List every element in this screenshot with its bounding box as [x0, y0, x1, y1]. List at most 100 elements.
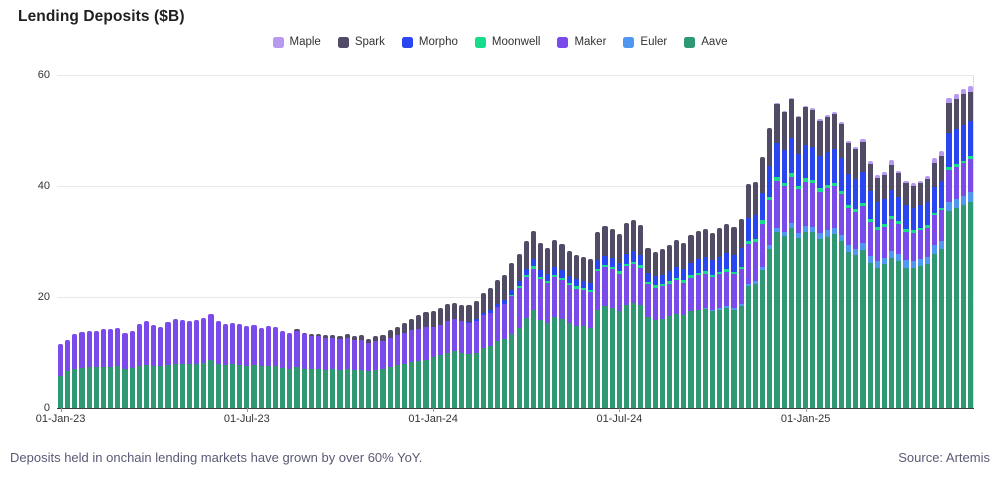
bar-week-57[interactable] [466, 304, 472, 408]
bar-week-50[interactable] [416, 315, 422, 408]
bar-week-54[interactable] [444, 304, 451, 408]
bar-week-45[interactable] [380, 334, 386, 408]
bar-week-0[interactable] [58, 344, 64, 408]
bar-week-121[interactable] [924, 176, 930, 408]
bar-week-120[interactable] [917, 180, 923, 408]
bar-week-71[interactable] [566, 250, 572, 408]
bar-week-34[interactable] [301, 332, 307, 408]
bar-week-119[interactable] [910, 183, 916, 408]
bar-week-35[interactable] [308, 334, 314, 408]
bar-week-72[interactable] [573, 254, 579, 408]
bar-week-76[interactable] [602, 226, 608, 408]
bar-week-47[interactable] [394, 327, 400, 408]
bar-week-98[interactable] [760, 157, 766, 408]
bar-week-14[interactable] [158, 326, 164, 408]
bar-week-22[interactable] [215, 321, 221, 408]
bar-week-85[interactable] [666, 245, 673, 408]
bar-week-37[interactable] [323, 335, 329, 408]
bar-week-60[interactable] [487, 287, 493, 408]
bar-week-124[interactable] [946, 97, 952, 408]
bar-week-113[interactable] [867, 161, 873, 408]
bar-week-3[interactable] [79, 331, 85, 408]
bar-week-11[interactable] [136, 323, 142, 408]
bar-week-68[interactable] [545, 247, 551, 408]
bar-week-56[interactable] [459, 305, 465, 408]
legend-item-spark[interactable]: Spark [337, 36, 385, 48]
bar-week-70[interactable] [559, 243, 565, 408]
bar-week-42[interactable] [358, 335, 365, 408]
bar-week-59[interactable] [480, 293, 486, 408]
bar-week-9[interactable] [122, 333, 128, 408]
bar-week-41[interactable] [351, 336, 357, 408]
bar-week-5[interactable] [93, 330, 99, 408]
bar-week-4[interactable] [86, 331, 92, 408]
bar-week-93[interactable] [724, 223, 730, 408]
bar-week-73[interactable] [580, 257, 587, 408]
bar-week-88[interactable] [688, 234, 694, 408]
bar-week-111[interactable] [853, 147, 859, 408]
bar-week-117[interactable] [896, 170, 902, 408]
bar-week-123[interactable] [939, 151, 945, 408]
bar-week-15[interactable] [165, 322, 171, 408]
bar-week-61[interactable] [495, 279, 501, 408]
legend-item-aave[interactable]: Aave [684, 36, 727, 48]
bar-week-89[interactable] [695, 230, 701, 408]
bar-week-64[interactable] [516, 254, 522, 408]
bar-week-33[interactable] [294, 329, 300, 408]
bar-week-112[interactable] [860, 138, 866, 408]
bar-week-25[interactable] [237, 323, 243, 408]
bar-week-20[interactable] [201, 318, 207, 408]
bar-week-2[interactable] [72, 333, 78, 408]
bar-week-81[interactable] [638, 225, 644, 408]
bar-week-7[interactable] [108, 328, 114, 408]
bar-week-8[interactable] [115, 328, 121, 408]
legend-item-euler[interactable]: Euler [623, 36, 667, 48]
bar-week-94[interactable] [731, 226, 737, 408]
legend-item-morpho[interactable]: Morpho [401, 36, 458, 48]
bar-week-92[interactable] [717, 228, 723, 408]
bar-week-87[interactable] [681, 243, 687, 408]
bar-week-32[interactable] [287, 333, 293, 408]
bar-week-102[interactable] [788, 97, 794, 408]
bar-week-58[interactable] [473, 300, 479, 408]
bar-week-65[interactable] [523, 240, 529, 408]
bar-week-24[interactable] [229, 322, 236, 408]
bar-week-104[interactable] [803, 105, 809, 408]
bar-week-67[interactable] [537, 243, 544, 408]
bar-week-16[interactable] [172, 319, 178, 408]
bar-week-118[interactable] [903, 180, 909, 408]
bar-week-52[interactable] [430, 310, 436, 408]
bar-week-116[interactable] [889, 159, 895, 408]
bar-week-17[interactable] [179, 319, 185, 408]
bar-week-30[interactable] [272, 326, 279, 408]
bar-week-78[interactable] [616, 233, 622, 408]
bar-week-55[interactable] [452, 302, 458, 408]
bar-week-26[interactable] [244, 325, 250, 408]
bar-week-1[interactable] [65, 340, 71, 408]
bar-week-108[interactable] [831, 111, 837, 408]
bar-week-40[interactable] [344, 334, 350, 408]
bar-week-19[interactable] [194, 320, 200, 408]
bar-week-105[interactable] [810, 108, 816, 408]
bar-week-103[interactable] [795, 115, 802, 408]
bar-week-12[interactable] [143, 321, 150, 408]
bar-week-46[interactable] [387, 330, 393, 408]
legend-item-maple[interactable]: Maple [272, 36, 321, 48]
bar-week-43[interactable] [366, 338, 372, 408]
bar-week-109[interactable] [838, 122, 845, 408]
bar-week-115[interactable] [881, 172, 888, 408]
bar-week-13[interactable] [151, 324, 157, 408]
bar-week-95[interactable] [738, 218, 744, 408]
bar-week-39[interactable] [337, 335, 343, 408]
bar-week-63[interactable] [509, 263, 515, 408]
bar-week-51[interactable] [423, 312, 429, 408]
bar-week-69[interactable] [552, 240, 558, 408]
bar-week-96[interactable] [745, 184, 751, 408]
bar-week-126[interactable] [960, 88, 966, 408]
bar-week-127[interactable] [967, 86, 973, 408]
bar-week-44[interactable] [373, 335, 379, 408]
bar-week-6[interactable] [100, 328, 107, 408]
bar-week-77[interactable] [609, 228, 615, 408]
bar-week-83[interactable] [652, 251, 658, 408]
bar-week-101[interactable] [781, 111, 787, 408]
